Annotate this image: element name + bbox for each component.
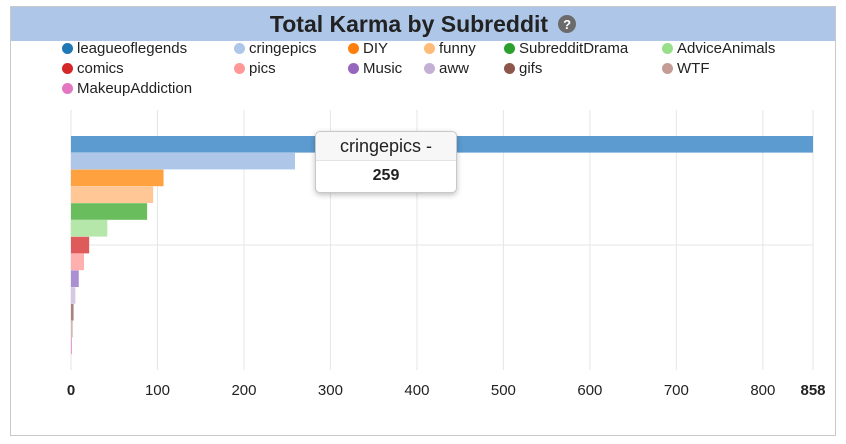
legend-label: leagueoflegends [77,40,188,57]
chart-panel: Total Karma by Subreddit ? [10,6,836,436]
legend-label: SubredditDrama [519,40,629,57]
bar-makeupaddiction[interactable] [71,337,72,355]
chart-header: Total Karma by Subreddit ? [11,7,835,41]
bar-cringepics[interactable] [71,152,295,170]
chart-title: Total Karma by Subreddit [269,10,549,37]
bar-funny[interactable] [71,186,154,203]
legend-item-makeupaddiction[interactable]: MakeupAddiction [62,80,192,97]
x-tick-label: 300 [318,382,343,399]
legend-item-comics[interactable]: comics [62,60,124,77]
legend-item-music[interactable]: Music [348,60,402,77]
bar-pics[interactable] [71,253,84,271]
legend-swatch [62,43,73,54]
legend-swatch [348,63,359,74]
legend-swatch [62,63,73,74]
legend-item-diy[interactable]: DIY [348,40,388,57]
legend-swatch [662,63,673,74]
x-tick-label: 700 [664,382,689,399]
legend-label: comics [77,60,124,77]
legend-item-leagueoflegends[interactable]: leagueoflegends [62,40,187,57]
legend-swatch [504,63,515,74]
legend-swatch [662,43,673,54]
x-tick-label: 800 [750,382,775,399]
bar-subredditdrama[interactable] [71,203,148,220]
x-tick-label: 200 [231,382,256,399]
bar-diy[interactable] [71,169,164,187]
bar-music[interactable] [71,270,79,287]
legend-item-gifs[interactable]: gifs [504,60,542,77]
x-tick-label: 600 [577,382,602,399]
legend-label: DIY [363,40,389,57]
legend-swatch [234,43,245,54]
legend-label: WTF [677,60,710,77]
legend-label: pics [249,60,276,77]
legend-swatch [348,43,359,54]
legend-item-wtf[interactable]: WTF [662,60,709,77]
legend-label: AdviceAnimals [677,40,776,57]
x-tick-label: 100 [145,382,170,399]
legend-item-pics[interactable]: pics [234,60,276,77]
bar-aww[interactable] [71,287,76,304]
legend-label: MakeupAddiction [77,80,193,97]
legend-label: cringepics [249,40,317,57]
legend-label: aww [439,60,470,77]
legend-swatch [504,43,515,54]
legend-item-adviceanimals[interactable]: AdviceAnimals [662,40,775,57]
x-tick-label: 0 [67,382,75,399]
legend-swatch [62,83,73,94]
help-icon[interactable]: ? [558,15,577,33]
legend-label: Music [363,60,403,77]
legend-swatch [424,43,435,54]
x-max-label: 858 [800,382,825,399]
bar-comics[interactable] [71,236,90,254]
tooltip: cringepics - 259 [315,131,457,193]
legend-item-subredditdrama[interactable]: SubredditDrama [504,40,628,57]
legend-item-funny[interactable]: funny [424,40,476,57]
legend-item-aww[interactable]: aww [424,60,469,77]
legend-label: funny [439,40,476,57]
legend-item-cringepics[interactable]: cringepics [234,40,317,57]
legend-swatch [424,63,435,74]
bar-adviceanimals[interactable] [71,220,108,237]
tooltip-value: 259 [372,167,400,184]
tooltip-label: cringepics - [316,132,456,161]
x-tick-label: 500 [491,382,516,399]
legend-swatch [234,63,245,74]
legend-label: gifs [519,60,543,77]
bar-gifs[interactable] [71,304,74,321]
x-tick-label: 400 [404,382,429,399]
bar-wtf[interactable] [71,320,73,338]
